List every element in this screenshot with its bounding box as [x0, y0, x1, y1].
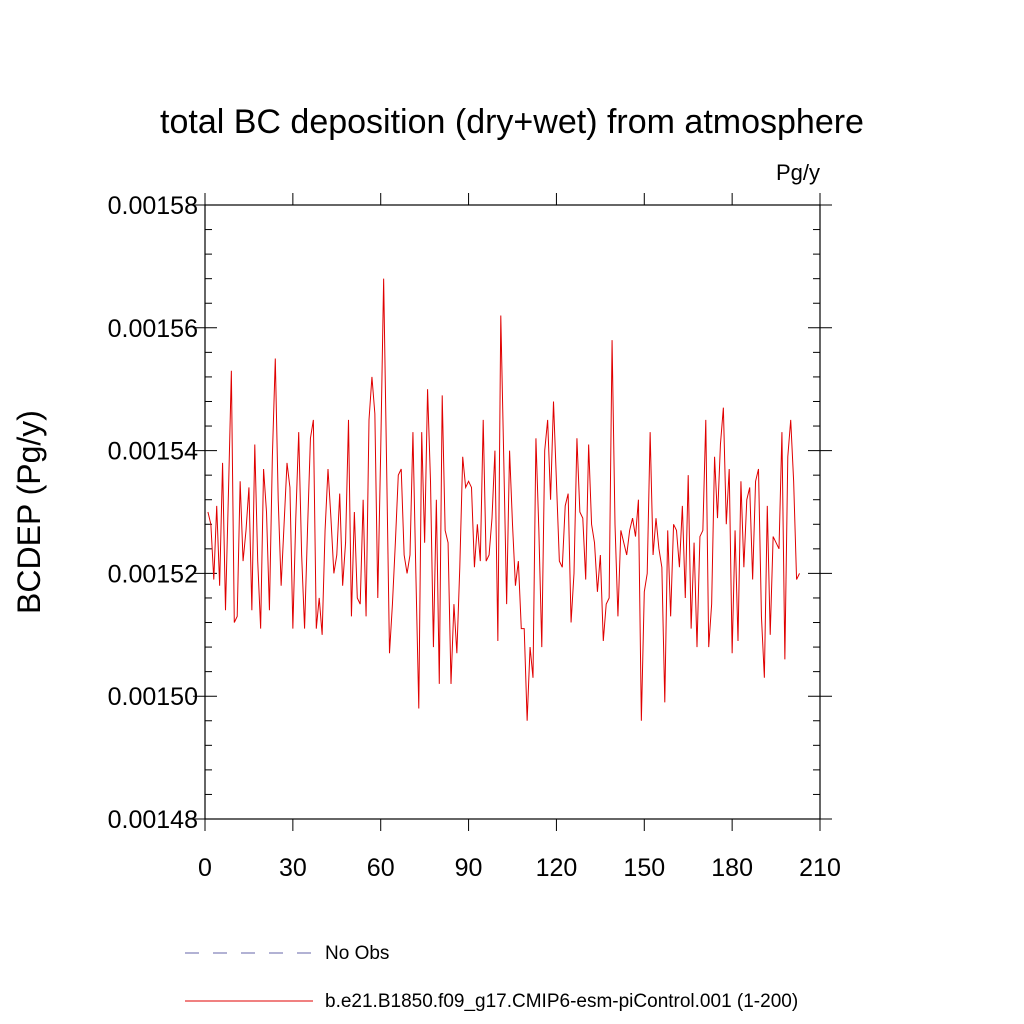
- y-tick-label: 0.00154: [108, 438, 198, 466]
- y-tick-label: 0.00152: [108, 560, 198, 588]
- y-axis-label: BCDEP (Pg/y): [11, 410, 47, 614]
- legend: No Obs b.e21.B1850.f09_g17.CMIP6-esm-piC…: [185, 943, 798, 1012]
- x-tick-label: 90: [455, 854, 483, 882]
- x-tick-labels: 0 30 60 90 120 150 180 210: [198, 854, 841, 882]
- x-tick-label: 210: [799, 854, 841, 882]
- y-tick-label: 0.00148: [108, 806, 198, 834]
- x-tick-label: 180: [711, 854, 753, 882]
- y-tick-label: 0.00150: [108, 683, 198, 711]
- series-layer: [207, 278, 800, 721]
- x-tick-label: 30: [279, 854, 307, 882]
- y-tick-label: 0.00156: [108, 315, 198, 343]
- series-line-control-run: [207, 278, 800, 721]
- x-tick-label: 120: [536, 854, 578, 882]
- legend-label-no-obs: No Obs: [325, 943, 389, 964]
- y-tick-labels: 0.00148 0.00150 0.00152 0.00154 0.00156 0.001…: [108, 192, 198, 834]
- x-tick-label: 150: [623, 854, 665, 882]
- chart-title: total BC deposition (dry+wet) from atmos…: [160, 103, 864, 141]
- legend-label-control-run: b.e21.B1850.f09_g17.CMIP6-esm-piControl.…: [325, 991, 798, 1012]
- x-tick-label: 0: [198, 854, 212, 882]
- plot-frame: [204, 204, 821, 820]
- units-label: Pg/y: [776, 160, 820, 185]
- y-tick-label: 0.00158: [108, 192, 198, 220]
- x-tick-label: 60: [367, 854, 395, 882]
- minor-ticks: [205, 229, 820, 795]
